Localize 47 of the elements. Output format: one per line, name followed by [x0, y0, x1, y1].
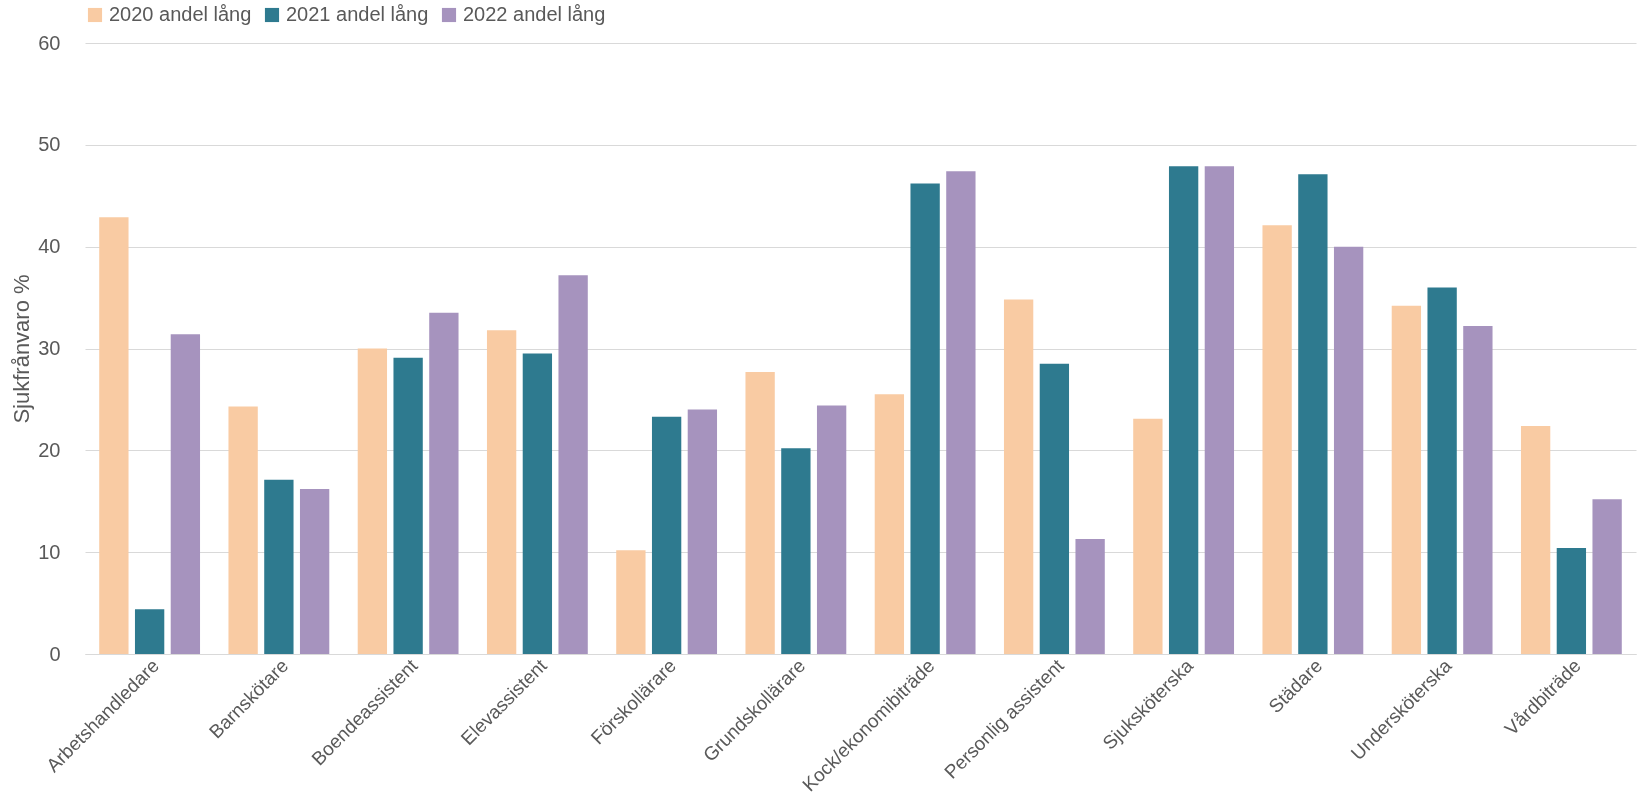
legend-label: 2020 andel lång: [109, 3, 252, 25]
y-tick-label: 50: [38, 133, 61, 156]
bar: [616, 550, 646, 654]
bar: [1391, 305, 1422, 654]
bar: [393, 357, 423, 654]
bar: [1133, 418, 1163, 654]
y-tick-label: 60: [38, 31, 61, 54]
legend-label: 2021 andel lång: [286, 3, 429, 25]
y-axis-title: Sjukfrånvaro %: [9, 274, 35, 424]
y-tick-label: 20: [38, 438, 61, 461]
legend-label: 2022 andel lång: [463, 3, 606, 25]
bar: [1039, 363, 1070, 654]
bar: [429, 312, 459, 654]
bar: [228, 406, 258, 654]
bar: [874, 394, 905, 654]
bar: [264, 479, 294, 654]
bar: [1463, 326, 1493, 654]
y-tick-label: 10: [38, 540, 61, 563]
bar: [1556, 548, 1587, 654]
bar: [486, 330, 517, 654]
bar: [1075, 538, 1105, 654]
bar: [357, 348, 388, 654]
bar: [816, 405, 847, 654]
bar: [1427, 287, 1457, 654]
bar: [170, 334, 201, 654]
bar: [134, 609, 165, 654]
bar: [1003, 299, 1034, 654]
bar: [1168, 166, 1199, 654]
bar: [299, 489, 330, 654]
bar: [1204, 166, 1235, 654]
bar: [745, 371, 775, 654]
bar: [910, 183, 940, 654]
y-tick-label: 0: [49, 642, 61, 665]
bar: [781, 448, 811, 654]
bar: [1592, 499, 1622, 654]
bar: [946, 171, 976, 654]
bar: [1298, 174, 1328, 654]
y-tick-label: 40: [38, 235, 61, 258]
bar: [687, 409, 718, 654]
bar: [1333, 246, 1364, 654]
bar: [558, 275, 588, 654]
bar: [651, 416, 682, 654]
bar: [1262, 225, 1292, 654]
bar: [1520, 425, 1551, 654]
y-tick-label: 30: [38, 337, 61, 359]
bar: [522, 353, 553, 654]
bar: [99, 217, 129, 654]
